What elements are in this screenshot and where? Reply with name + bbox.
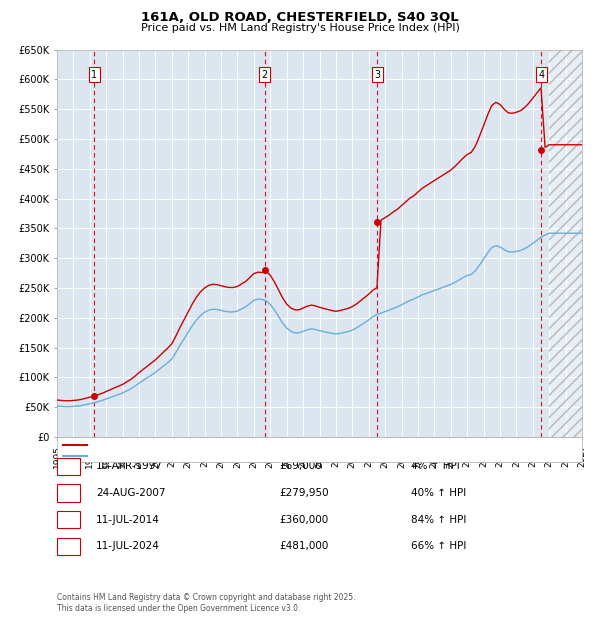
Text: 2: 2 — [262, 69, 268, 79]
Text: 4% ↑ HPI: 4% ↑ HPI — [411, 461, 460, 471]
Text: 161A, OLD ROAD, CHESTERFIELD, S40 3QL (detached house): 161A, OLD ROAD, CHESTERFIELD, S40 3QL (d… — [93, 441, 368, 450]
Text: 2: 2 — [65, 488, 72, 498]
Text: £69,000: £69,000 — [279, 461, 322, 471]
Text: 1: 1 — [91, 69, 97, 79]
Text: 40% ↑ HPI: 40% ↑ HPI — [411, 488, 466, 498]
Text: 3: 3 — [374, 69, 380, 79]
Text: 24-AUG-2007: 24-AUG-2007 — [96, 488, 166, 498]
Text: 10-APR-1997: 10-APR-1997 — [96, 461, 163, 471]
Text: 84% ↑ HPI: 84% ↑ HPI — [411, 515, 466, 525]
Text: 1: 1 — [65, 461, 72, 471]
Bar — [549, 50, 582, 437]
Text: 11-JUL-2024: 11-JUL-2024 — [96, 541, 160, 551]
Text: 3: 3 — [65, 515, 72, 525]
Text: 4: 4 — [538, 69, 545, 79]
Text: 161A, OLD ROAD, CHESTERFIELD, S40 3QL: 161A, OLD ROAD, CHESTERFIELD, S40 3QL — [141, 11, 459, 24]
Text: Price paid vs. HM Land Registry's House Price Index (HPI): Price paid vs. HM Land Registry's House … — [140, 23, 460, 33]
Text: 66% ↑ HPI: 66% ↑ HPI — [411, 541, 466, 551]
Bar — [549, 50, 582, 437]
Text: 4: 4 — [65, 541, 72, 551]
Text: £360,000: £360,000 — [279, 515, 328, 525]
Text: 11-JUL-2014: 11-JUL-2014 — [96, 515, 160, 525]
Text: £279,950: £279,950 — [279, 488, 329, 498]
Text: Contains HM Land Registry data © Crown copyright and database right 2025.
This d: Contains HM Land Registry data © Crown c… — [57, 593, 355, 613]
Text: HPI: Average price, detached house, Chesterfield: HPI: Average price, detached house, Ches… — [93, 451, 316, 460]
Text: £481,000: £481,000 — [279, 541, 328, 551]
